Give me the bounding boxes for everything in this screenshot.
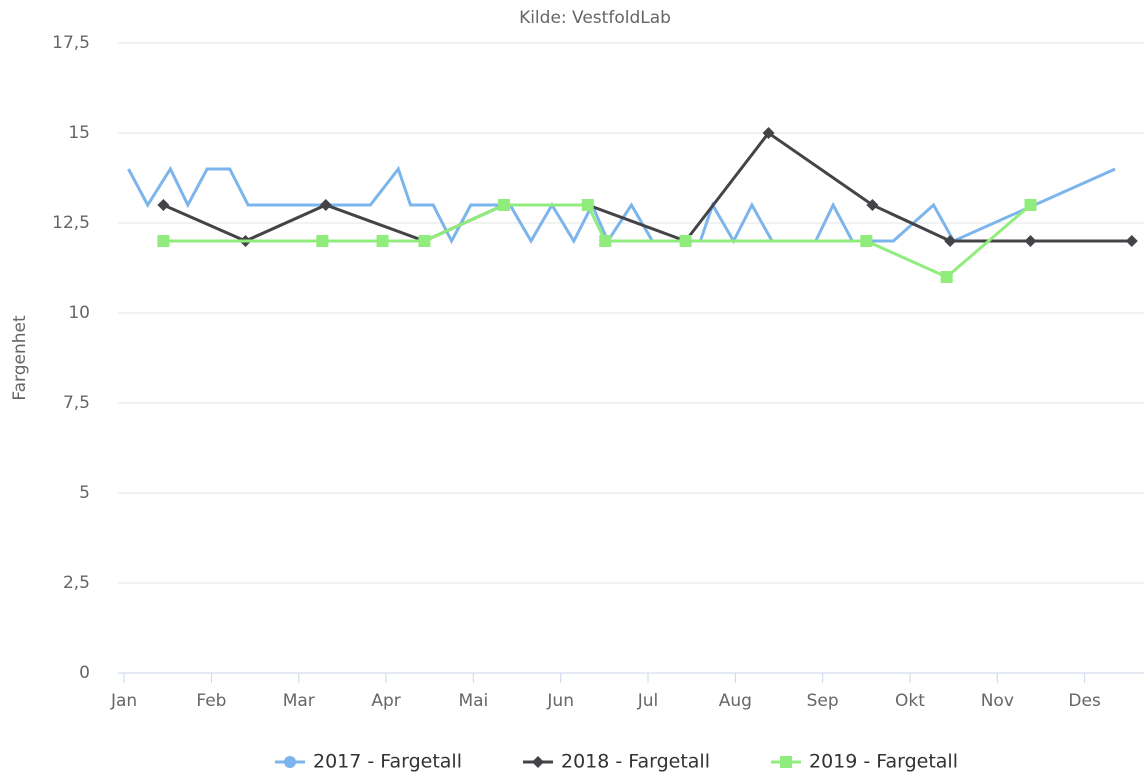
series-line	[127, 165, 1116, 245]
x-tick-label: Nov	[981, 691, 1014, 711]
point	[316, 235, 329, 247]
point	[157, 235, 170, 247]
x-tick-label: Jan	[110, 691, 137, 711]
y-tick-label: 2,5	[63, 573, 90, 593]
point	[940, 271, 953, 283]
y-tick-label: 10	[68, 303, 90, 323]
point	[376, 235, 389, 247]
x-tick-label: Jul	[637, 691, 659, 711]
point	[944, 235, 957, 247]
point	[497, 199, 510, 211]
point	[319, 199, 332, 211]
x-tick-label: Mai	[458, 691, 488, 711]
y-tick-label: 5	[79, 483, 90, 503]
chart-subtitle: Kilde: VestfoldLab	[519, 8, 671, 28]
point	[866, 199, 879, 211]
legend-marker	[780, 756, 792, 768]
x-tick-label: Sep	[807, 691, 839, 711]
x-tick-label: Feb	[196, 691, 226, 711]
y-tick-label: 0	[79, 663, 90, 683]
x-tick-label: Mar	[283, 691, 315, 711]
y-tick-label: 15	[68, 123, 90, 143]
y-axis-title: Fargenhet	[10, 315, 30, 401]
point	[418, 235, 431, 247]
point	[599, 235, 612, 247]
point	[762, 127, 775, 139]
legend-marker	[532, 756, 544, 768]
legend-label: 2019 - Fargetall	[809, 751, 958, 773]
point	[1024, 199, 1037, 211]
x-tick-label: Okt	[895, 691, 925, 711]
y-tick-label: 17,5	[52, 33, 90, 53]
legend-label: 2018 - Fargetall	[561, 751, 710, 773]
y-tick-label: 7,5	[63, 393, 90, 413]
series-line	[162, 130, 1132, 243]
point	[581, 199, 594, 211]
x-tick-label: Apr	[371, 691, 400, 711]
legend-label: 2017 - Fargetall	[313, 751, 462, 773]
point	[1125, 235, 1138, 247]
point	[860, 235, 873, 247]
point	[1024, 235, 1037, 247]
x-tick-label: Aug	[719, 691, 752, 711]
legend-marker	[284, 756, 296, 768]
x-tick-label: Des	[1068, 691, 1101, 711]
point	[679, 235, 692, 247]
point	[157, 199, 170, 211]
y-tick-label: 12,5	[52, 213, 90, 233]
x-tick-label: Jun	[546, 691, 574, 711]
